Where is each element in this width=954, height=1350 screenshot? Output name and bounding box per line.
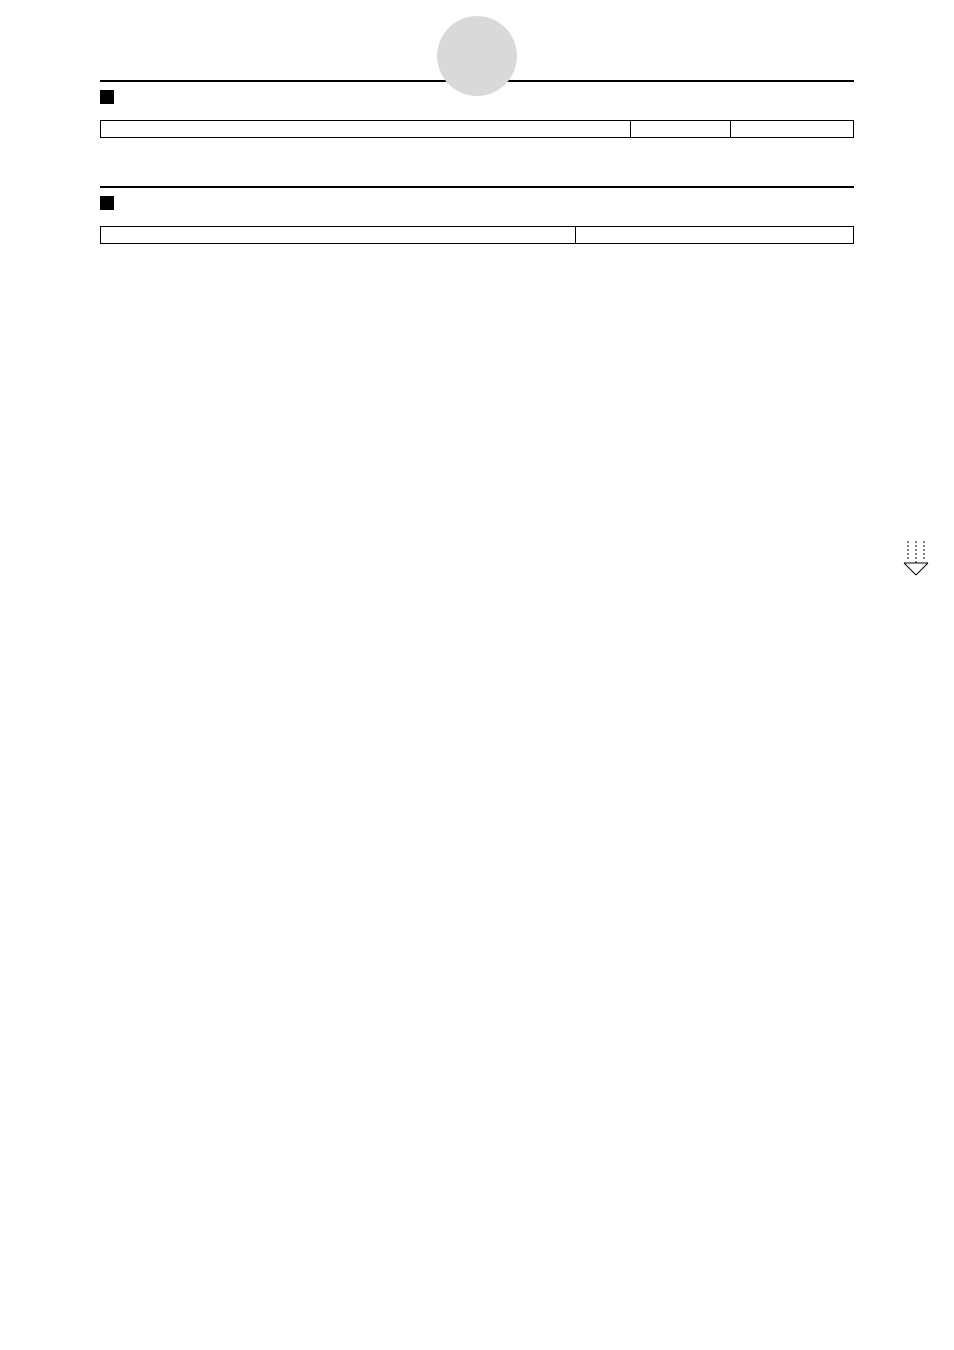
draw-menu-table <box>100 226 854 244</box>
col-header <box>631 121 731 138</box>
draw-menu-heading <box>100 186 854 216</box>
col-header <box>101 121 631 138</box>
col-header <box>101 227 576 244</box>
side-decorative-icon <box>898 535 934 579</box>
view-menu-table <box>100 120 854 138</box>
bullet-icon <box>100 90 114 104</box>
bullet-icon <box>100 196 114 210</box>
table-header-row <box>101 121 854 138</box>
col-header <box>576 227 854 244</box>
table-header-row <box>101 227 854 244</box>
col-header <box>731 121 854 138</box>
page-header <box>0 0 954 30</box>
